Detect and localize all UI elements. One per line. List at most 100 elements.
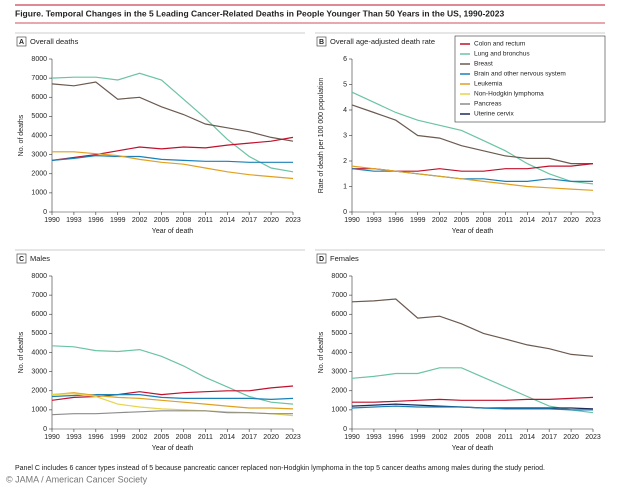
y-tick-label: 7000 — [31, 292, 47, 299]
y-tick-label: 4000 — [331, 349, 347, 356]
legend-label: Colon and rectum — [474, 41, 525, 48]
y-tick-label: 2000 — [31, 171, 47, 178]
y-tick-label: 1000 — [31, 190, 47, 197]
series-line — [351, 91, 594, 185]
series-line — [51, 136, 294, 161]
x-tick-label: 2002 — [432, 217, 448, 224]
x-tick-label: 1993 — [366, 434, 382, 441]
x-tick-label: 1990 — [44, 217, 60, 224]
series-line — [351, 298, 594, 357]
x-tick-label: 1999 — [110, 434, 126, 441]
x-tick-label: 2023 — [285, 434, 301, 441]
x-tick-label: 1999 — [110, 217, 126, 224]
x-tick-label: 2020 — [563, 434, 579, 441]
x-tick-label: 2002 — [132, 434, 148, 441]
legend-label: Lung and bronchus — [474, 51, 530, 58]
figure-title: Figure. Temporal Changes in the 5 Leadin… — [15, 8, 504, 18]
x-tick-label: 2008 — [476, 434, 492, 441]
x-tick-label: 2014 — [519, 434, 535, 441]
series-line — [51, 385, 294, 401]
x-tick-label: 1996 — [388, 434, 404, 441]
series-line — [351, 405, 593, 411]
x-tick-label: 2014 — [219, 434, 235, 441]
panel-letter: B — [319, 39, 324, 46]
y-axis-label: No. of deaths — [18, 331, 25, 373]
x-tick-label: 2011 — [498, 434, 513, 441]
x-tick-label: 2020 — [563, 217, 579, 224]
panel-title: Overall age-adjusted death rate — [330, 37, 435, 46]
series-line — [51, 392, 294, 410]
series-line — [352, 396, 594, 403]
x-tick-label: 2017 — [541, 217, 557, 224]
y-tick-label: 2000 — [31, 388, 47, 395]
x-tick-label: 2005 — [454, 434, 470, 441]
x-tick-label: 1993 — [66, 434, 82, 441]
series-line — [51, 72, 294, 173]
x-tick-label: 2020 — [263, 434, 279, 441]
x-tick-label: 2011 — [198, 217, 213, 224]
x-tick-label: 2005 — [154, 217, 170, 224]
x-axis-label: Year of death — [452, 445, 493, 452]
panel-letter: A — [19, 39, 24, 46]
panel-title: Males — [30, 254, 50, 263]
x-tick-label: 2023 — [585, 217, 601, 224]
y-tick-label: 8000 — [331, 273, 347, 280]
y-tick-label: 2 — [343, 158, 347, 165]
legend-label: Breast — [474, 61, 493, 68]
legend-label: Brain and other nervous system — [474, 71, 566, 78]
x-tick-label: 2011 — [498, 217, 513, 224]
x-tick-label: 2008 — [176, 217, 192, 224]
y-tick-label: 4000 — [31, 349, 47, 356]
x-tick-label: 1990 — [344, 434, 360, 441]
series-line — [51, 345, 294, 405]
y-tick-label: 0 — [343, 209, 347, 216]
x-tick-label: 2011 — [198, 434, 213, 441]
x-tick-label: 2005 — [154, 434, 170, 441]
y-tick-label: 5000 — [331, 330, 347, 337]
legend-label: Non-Hodgkin lymphoma — [474, 91, 544, 98]
y-tick-label: 3000 — [31, 151, 47, 158]
x-tick-label: 2014 — [519, 217, 535, 224]
y-tick-label: 4 — [343, 107, 347, 114]
x-tick-label: 1990 — [344, 217, 360, 224]
y-tick-label: 5 — [343, 81, 347, 88]
y-tick-label: 6000 — [331, 311, 347, 318]
panel-letter-box — [316, 253, 327, 264]
y-tick-label: 7000 — [331, 292, 347, 299]
x-tick-label: 2008 — [176, 434, 192, 441]
y-tick-label: 7000 — [31, 75, 47, 82]
x-tick-label: 2017 — [241, 217, 257, 224]
y-tick-label: 0 — [343, 426, 347, 433]
x-tick-label: 2017 — [541, 434, 557, 441]
legend-label: Leukemia — [474, 81, 503, 88]
x-tick-label: 2014 — [219, 217, 235, 224]
x-tick-label: 2008 — [476, 217, 492, 224]
y-tick-label: 3000 — [31, 368, 47, 375]
x-tick-label: 1993 — [66, 217, 82, 224]
x-tick-label: 2005 — [454, 217, 470, 224]
x-tick-label: 2002 — [132, 217, 148, 224]
x-tick-label: 2002 — [432, 434, 448, 441]
x-tick-label: 1996 — [88, 434, 104, 441]
series-line — [52, 151, 294, 180]
y-tick-label: 8000 — [31, 56, 47, 63]
x-axis-label: Year of death — [152, 445, 193, 452]
panel-letter-box — [16, 253, 27, 264]
panel-letter-box — [16, 36, 27, 47]
y-tick-label: 8000 — [31, 273, 47, 280]
series-line — [51, 410, 293, 416]
y-tick-label: 5000 — [31, 330, 47, 337]
x-tick-label: 2020 — [263, 217, 279, 224]
panel-title: Females — [330, 254, 359, 263]
x-tick-label: 2017 — [241, 434, 257, 441]
x-axis-label: Year of death — [452, 228, 493, 235]
y-tick-label: 1000 — [331, 407, 347, 414]
x-tick-label: 1993 — [366, 217, 382, 224]
footnote: Panel C includes 6 cancer types instead … — [15, 465, 545, 472]
y-tick-label: 1000 — [31, 407, 47, 414]
y-tick-label: 6000 — [31, 94, 47, 101]
series-line — [51, 81, 294, 142]
y-tick-label: 0 — [43, 426, 47, 433]
legend-box — [454, 35, 606, 123]
